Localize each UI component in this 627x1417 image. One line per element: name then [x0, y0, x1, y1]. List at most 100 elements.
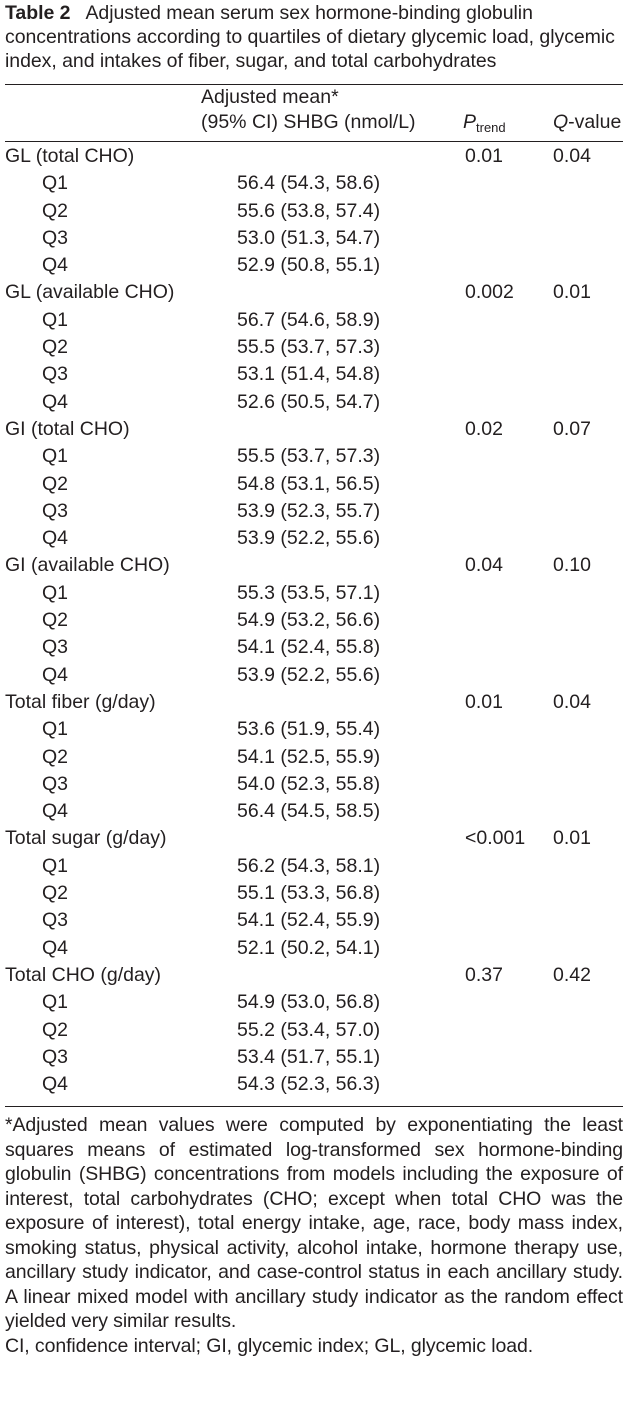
group-mean-empty	[235, 142, 463, 170]
quartile-row: Q3 54.1 (52.4, 55.8)	[5, 634, 623, 661]
quartile-label: Q4	[42, 254, 69, 277]
group-label: GL (available CHO)	[5, 281, 175, 304]
group-qvalue: 0.01	[553, 281, 591, 304]
quartile-qvalue-empty	[553, 198, 623, 225]
quartile-label: Q1	[42, 308, 69, 331]
table-label: Table 2	[5, 2, 71, 24]
adjusted-mean-ci: 54.9 (53.0, 56.8)	[237, 991, 381, 1014]
group-row: Total sugar (g/day) <0.001 0.01	[5, 825, 623, 852]
adjusted-mean-ci: 53.6 (51.9, 55.4)	[237, 718, 381, 741]
quartile-row: Q2 54.9 (53.2, 56.6)	[5, 607, 623, 634]
quartile-qvalue-empty	[553, 498, 623, 525]
table-caption: Table 2 Adjusted mean serum sex hormone-…	[5, 0, 623, 73]
quartile-ptrend-empty	[463, 471, 553, 498]
adjusted-mean-ci: 54.9 (53.2, 56.6)	[237, 609, 381, 632]
group-label: Total CHO (g/day)	[5, 963, 162, 986]
data-table: Adjusted mean* (95% CI) SHBG (nmol/L) Pt…	[5, 85, 623, 1098]
group-ptrend: 0.002	[465, 281, 514, 304]
quartile-qvalue-empty	[553, 170, 623, 197]
adjusted-mean-ci: 56.7 (54.6, 58.9)	[237, 308, 381, 331]
adjusted-mean-ci: 52.6 (50.5, 54.7)	[237, 390, 381, 413]
adjusted-mean-ci: 55.3 (53.5, 57.1)	[237, 581, 381, 604]
quartile-label: Q4	[42, 800, 69, 823]
quartile-label: Q1	[42, 581, 69, 604]
quartile-label: Q2	[42, 1018, 69, 1041]
adjusted-mean-ci: 55.5 (53.7, 57.3)	[237, 336, 381, 359]
p-subscript: trend	[476, 120, 506, 135]
adjusted-mean-ci: 53.4 (51.7, 55.1)	[237, 1045, 381, 1068]
quartile-label: Q1	[42, 718, 69, 741]
quartile-row: Q1 56.2 (54.3, 58.1)	[5, 853, 623, 880]
adjusted-mean-ci: 53.0 (51.3, 54.7)	[237, 226, 381, 249]
group-qvalue: 0.10	[553, 554, 591, 577]
quartile-row: Q4 52.9 (50.8, 55.1)	[5, 252, 623, 279]
quartile-qvalue-empty	[553, 853, 623, 880]
quartile-label: Q3	[42, 363, 69, 386]
adjusted-mean-ci: 55.2 (53.4, 57.0)	[237, 1018, 381, 1041]
quartile-qvalue-empty	[553, 252, 623, 279]
quartile-row: Q2 54.8 (53.1, 56.5)	[5, 471, 623, 498]
quartile-label: Q2	[42, 609, 69, 632]
quartile-qvalue-empty	[553, 771, 623, 798]
quartile-ptrend-empty	[463, 443, 553, 470]
quartile-ptrend-empty	[463, 170, 553, 197]
group-row: GL (available CHO) 0.002 0.01	[5, 279, 623, 306]
quartile-row: Q1 56.7 (54.6, 58.9)	[5, 307, 623, 334]
quartile-row: Q1 54.9 (53.0, 56.8)	[5, 989, 623, 1016]
quartile-row: Q3 54.0 (52.3, 55.8)	[5, 771, 623, 798]
quartile-row: Q4 54.3 (52.3, 56.3)	[5, 1071, 623, 1098]
header-rule	[5, 141, 623, 142]
group-label: GL (total CHO)	[5, 145, 135, 167]
quartile-label: Q2	[42, 882, 69, 905]
adjusted-mean-ci: 54.3 (52.3, 56.3)	[237, 1073, 381, 1096]
adjusted-mean-ci: 52.1 (50.2, 54.1)	[237, 936, 381, 959]
adjusted-mean-ci: 54.1 (52.4, 55.9)	[237, 909, 381, 932]
quartile-label: Q1	[42, 445, 69, 468]
q-letter: Q	[553, 111, 569, 133]
quartile-row: Q3 53.1 (51.4, 54.8)	[5, 361, 623, 388]
adjusted-mean-ci: 53.9 (52.3, 55.7)	[237, 499, 381, 522]
quartile-ptrend-empty	[463, 334, 553, 361]
quartile-row: Q1 55.5 (53.7, 57.3)	[5, 443, 623, 470]
adjusted-mean-ci: 52.9 (50.8, 55.1)	[237, 254, 381, 277]
group-mean-empty	[235, 825, 463, 852]
quartile-label: Q1	[42, 854, 69, 877]
group-ptrend: 0.01	[465, 145, 503, 167]
group-mean-empty	[235, 962, 463, 989]
adjusted-mean-ci: 54.8 (53.1, 56.5)	[237, 472, 381, 495]
adjusted-mean-ci: 54.1 (52.5, 55.9)	[237, 745, 381, 768]
quartile-row: Q1 53.6 (51.9, 55.4)	[5, 716, 623, 743]
quartile-ptrend-empty	[463, 907, 553, 934]
group-ptrend: 0.37	[465, 963, 503, 986]
quartile-row: Q4 56.4 (54.5, 58.5)	[5, 798, 623, 825]
quartile-row: Q1 56.4 (54.3, 58.6)	[5, 170, 623, 197]
quartile-ptrend-empty	[463, 225, 553, 252]
group-mean-empty	[235, 279, 463, 306]
table-footnotes: *Adjusted mean values were computed by e…	[5, 1113, 623, 1358]
quartile-row: Q2 54.1 (52.5, 55.9)	[5, 744, 623, 771]
quartile-qvalue-empty	[553, 634, 623, 661]
quartile-label: Q2	[42, 472, 69, 495]
adjusted-mean-ci: 53.9 (52.2, 55.6)	[237, 663, 381, 686]
quartile-row: Q3 53.9 (52.3, 55.7)	[5, 498, 623, 525]
group-mean-empty	[235, 552, 463, 579]
quartile-ptrend-empty	[463, 1017, 553, 1044]
quartile-qvalue-empty	[553, 935, 623, 962]
quartile-ptrend-empty	[463, 1044, 553, 1071]
qvalue-column-header: Q-value	[553, 85, 623, 135]
quartile-qvalue-empty	[553, 307, 623, 334]
quartile-label: Q2	[42, 336, 69, 359]
group-ptrend: 0.04	[465, 554, 503, 577]
quartile-label: Q3	[42, 1045, 69, 1068]
table-title: Adjusted mean serum sex hormone-binding …	[5, 2, 615, 72]
quartile-row: Q2 55.2 (53.4, 57.0)	[5, 1017, 623, 1044]
quartile-label: Q4	[42, 1073, 69, 1096]
quartile-label: Q3	[42, 499, 69, 522]
group-qvalue: 0.07	[553, 417, 591, 440]
quartile-ptrend-empty	[463, 389, 553, 416]
group-label: Total fiber (g/day)	[5, 690, 156, 713]
quartile-row: Q3 53.0 (51.3, 54.7)	[5, 225, 623, 252]
adjusted-mean-ci: 56.4 (54.5, 58.5)	[237, 800, 381, 823]
quartile-ptrend-empty	[463, 853, 553, 880]
quartile-ptrend-empty	[463, 361, 553, 388]
